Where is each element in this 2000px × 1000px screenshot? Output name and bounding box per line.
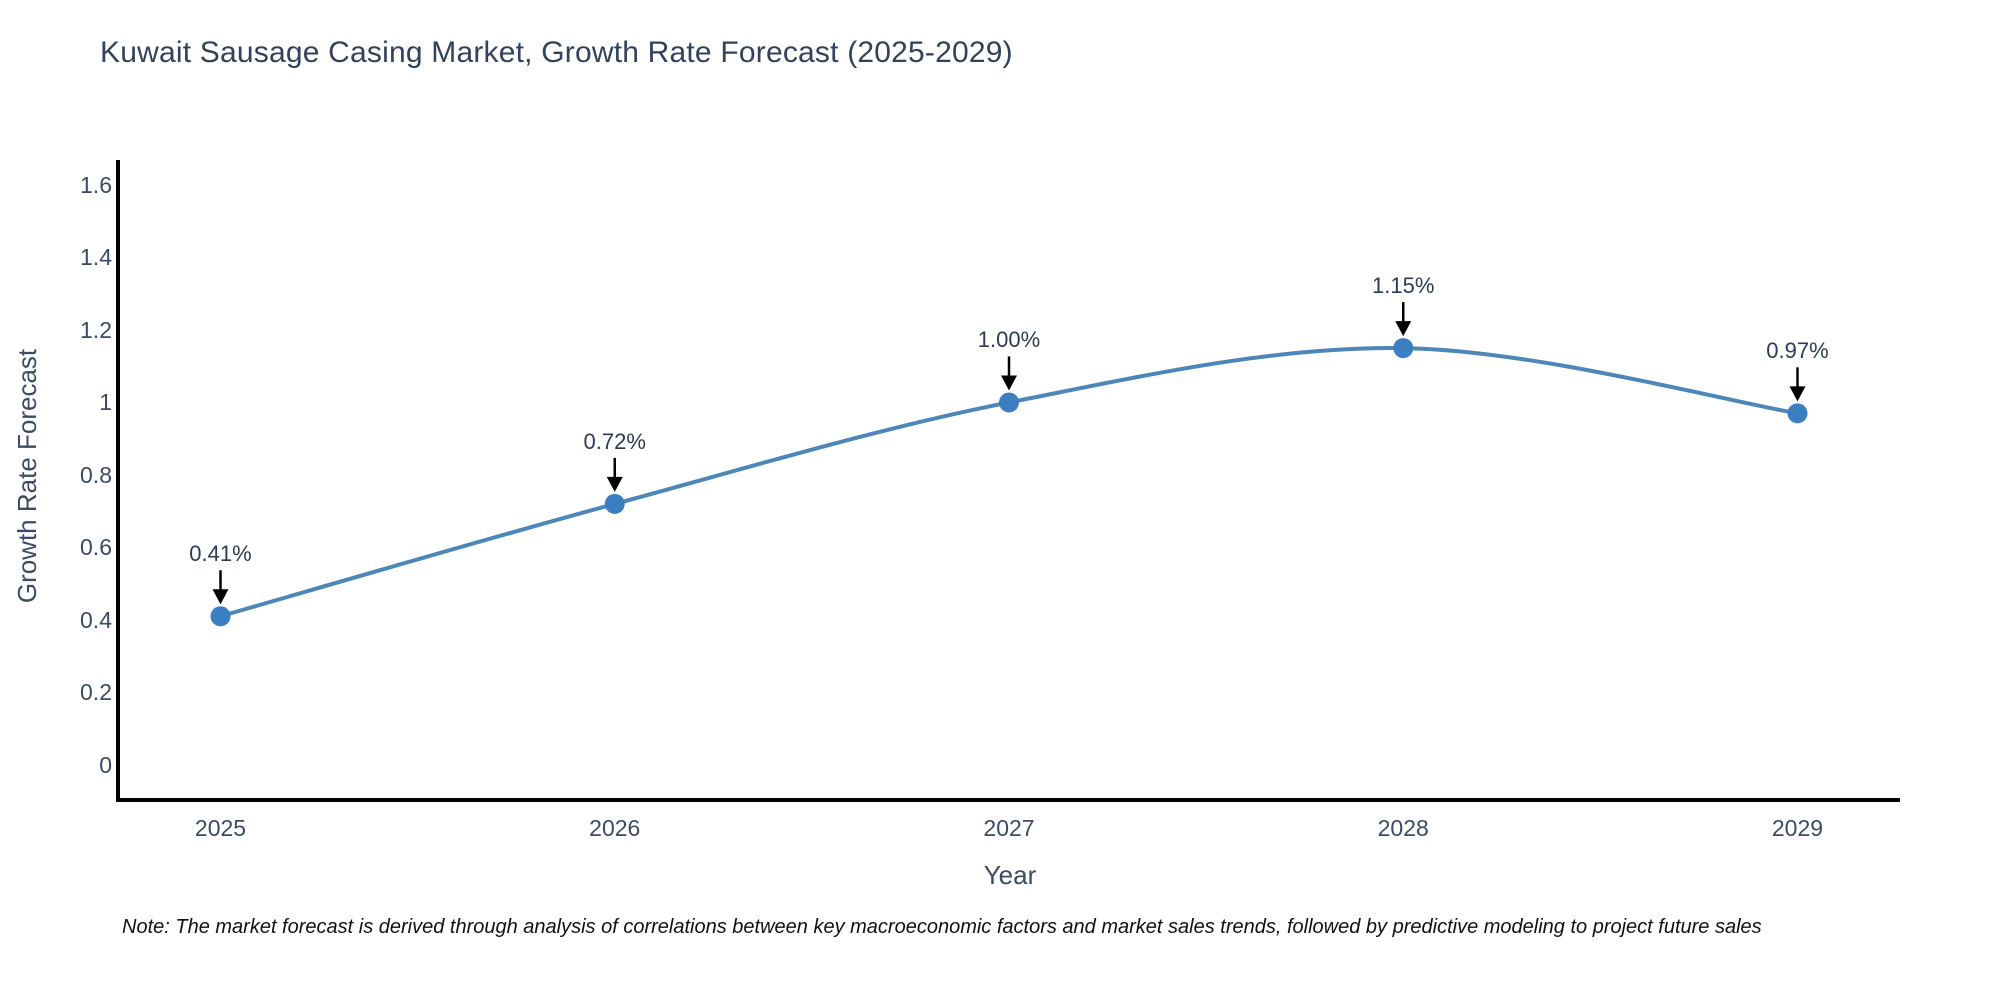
y-tick-label: 1.6 bbox=[80, 172, 112, 198]
x-tick-label: 2025 bbox=[194, 815, 247, 841]
x-tick-label: 2028 bbox=[1377, 815, 1429, 841]
y-tick-label: 0.8 bbox=[80, 461, 112, 488]
x-axis-label: Year bbox=[983, 860, 1037, 890]
footnote-text: Note: The market forecast is derived thr… bbox=[122, 916, 1762, 938]
annotation-arrowhead bbox=[606, 476, 623, 492]
y-axis-label: Growth Rate Forecast bbox=[12, 348, 42, 604]
data-point-marker bbox=[999, 392, 1019, 413]
point-value-label: 1.00% bbox=[977, 327, 1041, 353]
data-point-marker bbox=[1787, 403, 1808, 424]
y-tick-label: 1 bbox=[99, 389, 112, 416]
y-tick-label: 0.6 bbox=[80, 534, 112, 561]
annotation-arrowhead bbox=[1395, 321, 1412, 337]
point-value-label: 0.97% bbox=[1766, 338, 1829, 364]
y-tick-label: 0 bbox=[99, 751, 112, 778]
point-value-label: 0.41% bbox=[189, 541, 252, 567]
y-tick-label: 0.2 bbox=[80, 679, 112, 706]
annotation-arrowhead bbox=[212, 589, 229, 605]
point-value-label: 1.15% bbox=[1372, 273, 1435, 299]
point-value-label: 0.72% bbox=[583, 428, 646, 454]
data-point-marker bbox=[1393, 338, 1414, 359]
x-tick-label: 2026 bbox=[589, 815, 641, 841]
x-tick-label: 2029 bbox=[1771, 815, 1824, 841]
y-tick-label: 0.4 bbox=[80, 606, 112, 633]
data-point-marker bbox=[210, 606, 231, 627]
x-tick-label: 2027 bbox=[983, 815, 1035, 841]
annotation-arrowhead bbox=[1789, 386, 1806, 402]
data-point-marker bbox=[604, 493, 625, 514]
annotation-arrowhead bbox=[1001, 375, 1017, 391]
y-tick-label: 1.2 bbox=[80, 316, 112, 343]
y-tick-label: 1.4 bbox=[80, 244, 112, 271]
chart-title: Kuwait Sausage Casing Market, Growth Rat… bbox=[100, 36, 1013, 69]
